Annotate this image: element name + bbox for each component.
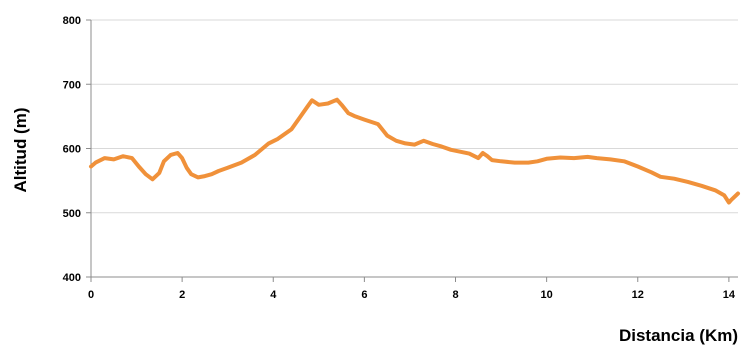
- y-axis-title: Altitud (m): [11, 108, 30, 193]
- y-tick-label: 800: [63, 15, 81, 27]
- y-tick-label: 400: [63, 272, 81, 284]
- x-tick-label: 6: [361, 289, 367, 301]
- altitude-series-line: [89, 97, 740, 205]
- y-tick-label: 700: [63, 79, 81, 91]
- x-tick-label: 10: [541, 289, 553, 301]
- y-tick-label: 500: [63, 208, 81, 220]
- y-tick-labels: 400 500 600 700 800: [63, 15, 81, 284]
- x-axis-title: Distancia (Km): [619, 326, 738, 345]
- x-tick-label: 14: [723, 289, 736, 301]
- x-tick-label: 2: [179, 289, 185, 301]
- x-tick-label: 0: [88, 289, 94, 301]
- gridlines: [86, 19, 738, 278]
- x-tick-label: 8: [452, 289, 458, 301]
- y-tick-label: 600: [63, 144, 81, 156]
- x-tick-label: 12: [632, 289, 644, 301]
- x-tick-label: 4: [270, 289, 277, 301]
- x-tick-labels: 0 2 4 6 8 10 12 14: [88, 277, 736, 301]
